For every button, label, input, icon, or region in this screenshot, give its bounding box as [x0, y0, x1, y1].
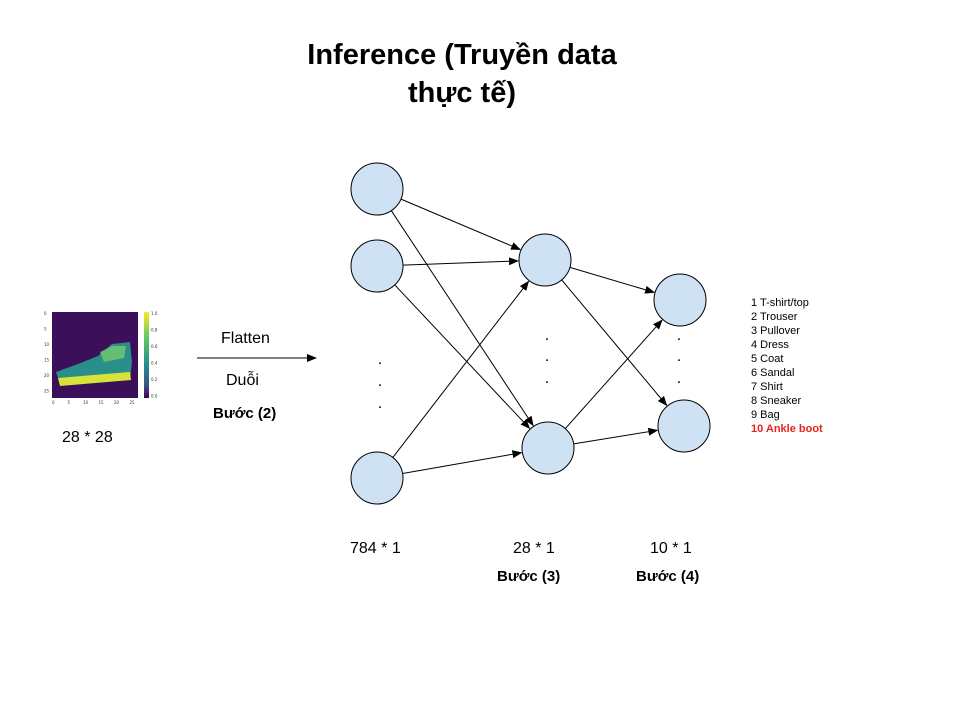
image-y-tick: 5 [44, 327, 47, 332]
neuron-node-layer-3 [653, 273, 707, 327]
flatten-label: Flatten [221, 330, 270, 347]
colorbar-tick: 0.2 [151, 377, 158, 382]
image-y-tick: 25 [44, 389, 50, 394]
image-x-tick: 25 [130, 400, 136, 405]
ellipsis-dot: . [677, 370, 681, 387]
connection-arrow [402, 450, 523, 474]
colorbar-tick: 0.8 [151, 328, 158, 333]
class-item: 5 Coat [751, 353, 784, 365]
image-x-tick: 0 [52, 400, 55, 405]
image-y-tick: 10 [44, 342, 50, 347]
layer-3-size: 10 * 1 [650, 540, 692, 557]
image-y-tick: 20 [44, 373, 50, 378]
image-x-tick: 5 [68, 400, 71, 405]
connection-arrow [561, 279, 668, 407]
neuron-node-layer-1 [350, 451, 404, 505]
layer-1-size: 784 * 1 [350, 540, 401, 557]
class-item: 2 Trouser [751, 311, 798, 323]
connection-arrow [573, 427, 659, 445]
neuron-node-layer-2 [521, 421, 575, 475]
input-size-label: 28 * 28 [62, 429, 113, 446]
input-image-plot: 0 5 10 15 20 25 0 5 10 15 20 25 1.0 0.8 0.6 0.4 0.2 0.0 [44, 311, 158, 405]
image-x-tick: 20 [114, 400, 120, 405]
colorbar-tick: 0.0 [151, 394, 158, 399]
step-2-label: Bước (2) [213, 405, 277, 422]
connection-arrow [569, 266, 656, 294]
connection-arrow [400, 198, 522, 250]
ellipsis-dot: . [378, 351, 382, 368]
connection-arrow [402, 257, 520, 266]
class-item-predicted: 10 Ankle boot [751, 423, 823, 435]
image-y-tick: 0 [44, 311, 47, 316]
title-line-1: Inference (Truyền data [307, 39, 617, 71]
class-item: 6 Sandal [751, 367, 795, 379]
class-item: 4 Dress [751, 339, 789, 351]
connection-arrow [394, 284, 531, 430]
connection-arrow [392, 280, 530, 458]
class-list: 1 T-shirt/top 2 Trouser 3 Pullover 4 Dre… [751, 296, 823, 436]
class-item: 3 Pullover [751, 325, 800, 337]
image-x-tick: 10 [83, 400, 89, 405]
colorbar [144, 312, 149, 398]
neuron-node-layer-1 [350, 162, 404, 216]
neuron-node-layer-3 [657, 399, 711, 453]
ellipsis-dot: . [545, 370, 549, 387]
image-y-tick: 15 [44, 358, 50, 363]
boot-highlight [100, 346, 126, 362]
class-item: 7 Shirt [751, 381, 783, 393]
boot-sole [58, 372, 131, 386]
ellipsis-dot: . [545, 348, 549, 365]
colorbar-tick: 0.4 [151, 361, 158, 366]
class-item: 9 Bag [751, 409, 780, 421]
class-item: 8 Sneaker [751, 395, 802, 407]
ellipsis-dot: . [378, 373, 382, 390]
neuron-node-layer-1 [350, 239, 404, 293]
flatten-label-vi: Duỗi [226, 372, 259, 389]
connection-arrow [390, 210, 534, 427]
step-3-label: Bước (3) [497, 568, 561, 585]
title-line-2: thực tế) [408, 77, 516, 109]
ellipsis-dot: . [545, 327, 549, 344]
layer-2-size: 28 * 1 [513, 540, 555, 557]
colorbar-tick: 0.6 [151, 344, 158, 349]
connection-arrow [564, 319, 663, 429]
colorbar-tick: 1.0 [151, 311, 158, 316]
ellipsis-dot: . [677, 348, 681, 365]
step-4-label: Bước (4) [636, 568, 700, 585]
class-item: 1 T-shirt/top [751, 297, 809, 309]
ellipsis-dot: . [677, 327, 681, 344]
image-x-tick: 15 [99, 400, 105, 405]
neuron-node-layer-2 [518, 233, 572, 287]
ellipsis-dot: . [378, 395, 382, 412]
page-title: Inference (Truyền data thực tế) [250, 36, 674, 112]
